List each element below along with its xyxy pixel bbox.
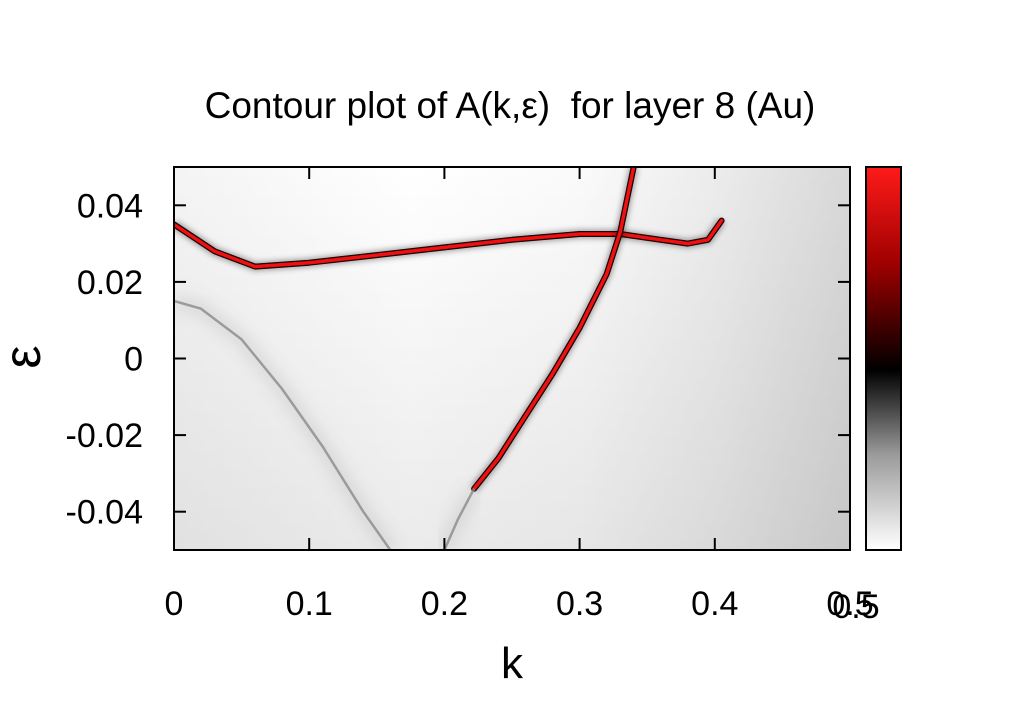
y-tick-label: 0	[124, 341, 143, 379]
x-tick-label: 0.1	[286, 585, 333, 623]
feature-line	[174, 299, 392, 550]
y-axis-label: ε	[0, 345, 52, 368]
colorbar-gradient	[865, 166, 902, 551]
x-tick-label: 0.2	[421, 585, 468, 623]
colorbar: 0.5	[832, 166, 902, 626]
y-tick-label: -0.04	[66, 494, 144, 532]
x-axis-label: k	[501, 639, 524, 688]
feature-line	[472, 167, 636, 491]
x-axis: 0 0.1 0.2 0.3 0.4 0.5	[165, 167, 874, 623]
x-tick-label: 0.4	[691, 585, 738, 623]
x-tick-label: 0	[165, 585, 184, 623]
colorbar-max-label: 0.5	[832, 588, 879, 626]
y-tick-label: -0.02	[66, 417, 144, 455]
chart-title: Contour plot of A(k,ε) for layer 8 (Au)	[205, 85, 816, 126]
spectral-features	[174, 167, 726, 550]
x-tick-label: 0.3	[556, 585, 603, 623]
plot-area	[174, 167, 850, 550]
y-tick-label: 0.02	[77, 264, 143, 302]
y-axis: 0.04 0.02 0 -0.02 -0.04	[66, 187, 850, 532]
feature-line	[174, 218, 724, 269]
y-tick-label: 0.04	[77, 187, 143, 225]
heatmap-shading	[174, 167, 850, 550]
x-tick-label: 0.5	[826, 585, 873, 623]
feature-line	[443, 488, 476, 550]
